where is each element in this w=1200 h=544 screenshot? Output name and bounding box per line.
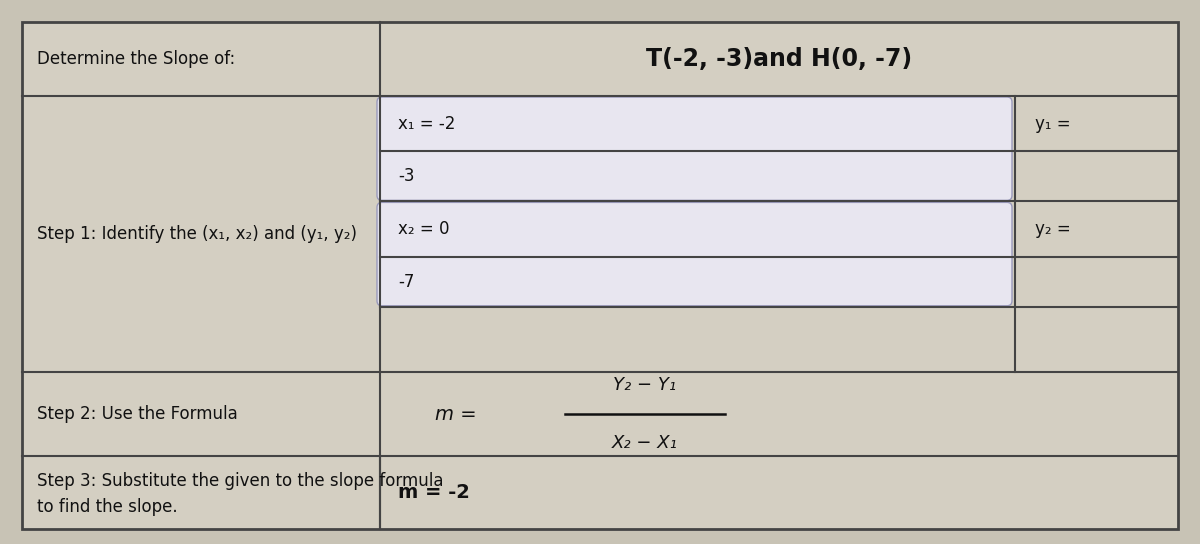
FancyBboxPatch shape — [377, 97, 1012, 200]
Text: y₁ =: y₁ = — [1034, 115, 1070, 133]
Text: T(-2, -3)and H(0, -7): T(-2, -3)and H(0, -7) — [646, 47, 912, 71]
Text: -3: -3 — [398, 168, 414, 186]
Text: m = -2: m = -2 — [398, 483, 470, 502]
Text: m =: m = — [434, 405, 476, 423]
Text: -7: -7 — [398, 273, 414, 290]
Text: Step 3: Substitute the given to the slope formula: Step 3: Substitute the given to the slop… — [37, 472, 444, 490]
Text: Determine the Slope of:: Determine the Slope of: — [37, 50, 235, 68]
Text: Step 2: Use the Formula: Step 2: Use the Formula — [37, 405, 238, 423]
Text: X₂ − X₁: X₂ − X₁ — [612, 434, 678, 452]
Text: x₁ = -2: x₁ = -2 — [398, 115, 455, 133]
Text: y₂ =: y₂ = — [1034, 220, 1070, 238]
Text: Step 1: Identify the (x₁, x₂) and (y₁, y₂): Step 1: Identify the (x₁, x₂) and (y₁, y… — [37, 225, 358, 243]
Text: to find the slope.: to find the slope. — [37, 498, 178, 516]
Text: Y₂ − Y₁: Y₂ − Y₁ — [613, 376, 677, 394]
Text: x₂ = 0: x₂ = 0 — [398, 220, 450, 238]
FancyBboxPatch shape — [377, 202, 1012, 306]
